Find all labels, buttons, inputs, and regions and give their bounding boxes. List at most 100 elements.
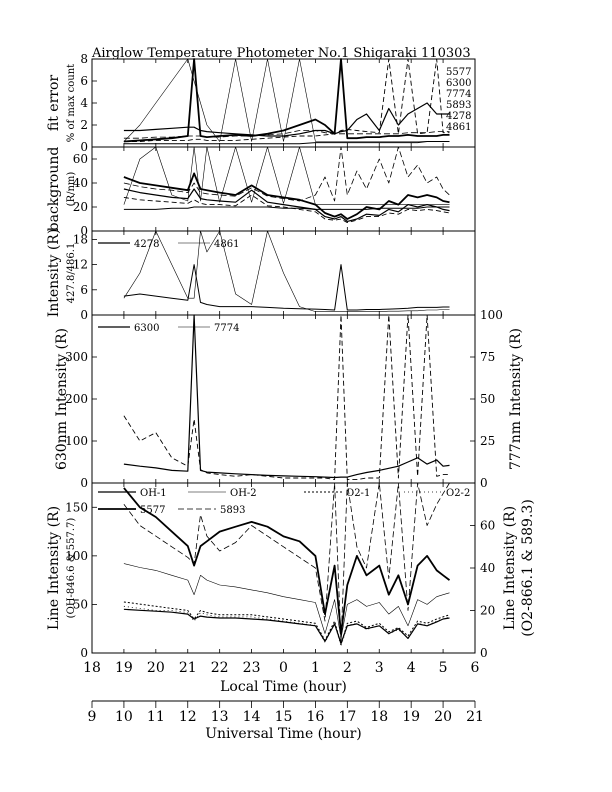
y-tick-label: 6: [80, 283, 88, 297]
y-tick-label: 0: [80, 140, 88, 154]
y-tick-label: 40: [73, 176, 88, 190]
legend-label-4278: 4278: [446, 111, 471, 122]
legend-label-7774: 7774: [214, 323, 239, 334]
local-time-tick-label: 22: [211, 660, 229, 676]
y-tick-label: 300: [65, 350, 88, 364]
series-6300: [123, 188, 450, 222]
legend-label-O2-1: O2-1: [346, 488, 370, 499]
local-time-tick-label: 20: [147, 660, 165, 676]
y-tick-label: 20: [73, 200, 88, 214]
legend-label-6300: 6300: [134, 323, 159, 334]
y-tick-label: 2: [80, 118, 88, 132]
y-axis-title: background: [46, 147, 62, 232]
panel-427.8/486.1: 0 6 12 18 Intensity (R) 427.8/486.1 4278 4861: [46, 229, 476, 322]
y-axis-title: Intensity (R): [46, 229, 62, 318]
series-7774: [123, 314, 450, 481]
ut-tick-label: 13: [211, 709, 229, 725]
series-OH-2: [123, 563, 450, 639]
series-4861: [123, 230, 450, 312]
local-time-tick-label: 19: [115, 660, 133, 676]
y-tick-label-right: 50: [480, 392, 495, 406]
legend-label-7774: 7774: [446, 89, 471, 100]
y-axis-title: fit error: [46, 75, 62, 132]
y-tick-label: 8: [80, 52, 88, 66]
legend-label-O2-2: O2-2: [446, 488, 470, 499]
legend-label-4861: 4861: [446, 122, 471, 133]
local-time-tick-label: 18: [83, 660, 101, 676]
series-7774: [123, 194, 450, 224]
series-5577: [123, 58, 450, 143]
series-4861: [123, 146, 450, 205]
series-5893: [123, 482, 450, 643]
panel-frame: [91, 58, 476, 148]
local-time-tick-label: 23: [243, 660, 261, 676]
local-time-tick-label: 5: [439, 660, 448, 676]
series-4278: [123, 141, 450, 145]
series-4278: [123, 206, 450, 210]
panel-frame: [91, 146, 476, 232]
series-4278: [123, 264, 450, 311]
y-axis-subtitle-right: (O2-866.1 & 589.3): [520, 499, 536, 637]
y-tick-label: 200: [65, 392, 88, 406]
y-tick-label-right: 0: [480, 646, 488, 660]
y-tick-label-right: 20: [480, 604, 495, 618]
ut-axis-title: Universal Time (hour): [205, 726, 362, 742]
ut-tick-label: 18: [370, 709, 388, 725]
panel-fit-error: 0 2 4 6 8 fit error % of max count 557763007774…: [46, 52, 476, 154]
series-5893: [123, 146, 450, 202]
ut-tick-label: 9: [88, 709, 97, 725]
y-tick-label: 18: [73, 232, 88, 246]
y-axis-title: Line Intensity (R): [46, 506, 62, 630]
series-7774: [123, 58, 450, 142]
y-tick-label: 0: [80, 646, 88, 660]
y-tick-label-right: 0: [480, 476, 488, 490]
ut-tick-label: 10: [115, 709, 133, 725]
legend-label-OH-1: OH-1: [140, 488, 167, 499]
y-axis-subtitle: (OH-846.6 & 557.7): [66, 518, 77, 619]
legend-label-5577: 5577: [140, 505, 165, 516]
y-axis-title-right: Line Intensity (R): [502, 506, 518, 630]
local-time-tick-label: 4: [407, 660, 416, 676]
y-tick-label: 6: [80, 74, 88, 88]
y-tick-label-right: 100: [480, 308, 503, 322]
y-axis-subtitle: % of max count: [66, 64, 77, 142]
legend-label-OH-2: OH-2: [230, 488, 257, 499]
y-tick-label: 150: [65, 500, 88, 514]
y-tick-label: 100: [65, 549, 88, 563]
y-tick-label: 12: [73, 258, 88, 272]
legend-label-5893: 5893: [220, 505, 245, 516]
ut-tick-label: 16: [307, 709, 325, 725]
chart-title: Airglow Temperature Photometer No.1 Shig…: [91, 46, 471, 61]
ut-tick-label: 11: [147, 709, 165, 725]
ut-tick-label: 14: [243, 709, 261, 725]
local-time-tick-label: 21: [179, 660, 197, 676]
series-4861: [123, 58, 450, 142]
y-tick-label: 0: [80, 476, 88, 490]
series-5577: [123, 172, 450, 220]
local-time-tick-label: 0: [279, 660, 288, 676]
ut-tick-label: 17: [338, 709, 356, 725]
local-time-axis-title: Local Time (hour): [220, 679, 347, 695]
y-tick-label: 0: [80, 224, 88, 238]
ut-tick-label: 15: [275, 709, 293, 725]
y-tick-label: 50: [73, 597, 88, 611]
series-6300: [123, 102, 450, 137]
y-tick-label: 4: [80, 96, 88, 110]
legend-label-4278: 4278: [134, 239, 159, 250]
y-tick-label: 0: [80, 308, 88, 322]
local-time-tick-label: 1: [311, 660, 320, 676]
y-axis-subtitle: (R/nm): [66, 172, 77, 207]
legend-label-5577: 5577: [446, 67, 471, 78]
series-OH-1: [123, 608, 450, 644]
y-tick-label: 60: [73, 152, 88, 166]
y-tick-label: 100: [65, 434, 88, 448]
panel-background: 0 20 40 60 background (R/nm): [46, 146, 476, 238]
y-tick-label-right: 75: [480, 350, 495, 364]
y-tick-label-right: 25: [480, 434, 495, 448]
legend-label-4861: 4861: [214, 239, 239, 250]
local-time-tick-label: 2: [343, 660, 352, 676]
